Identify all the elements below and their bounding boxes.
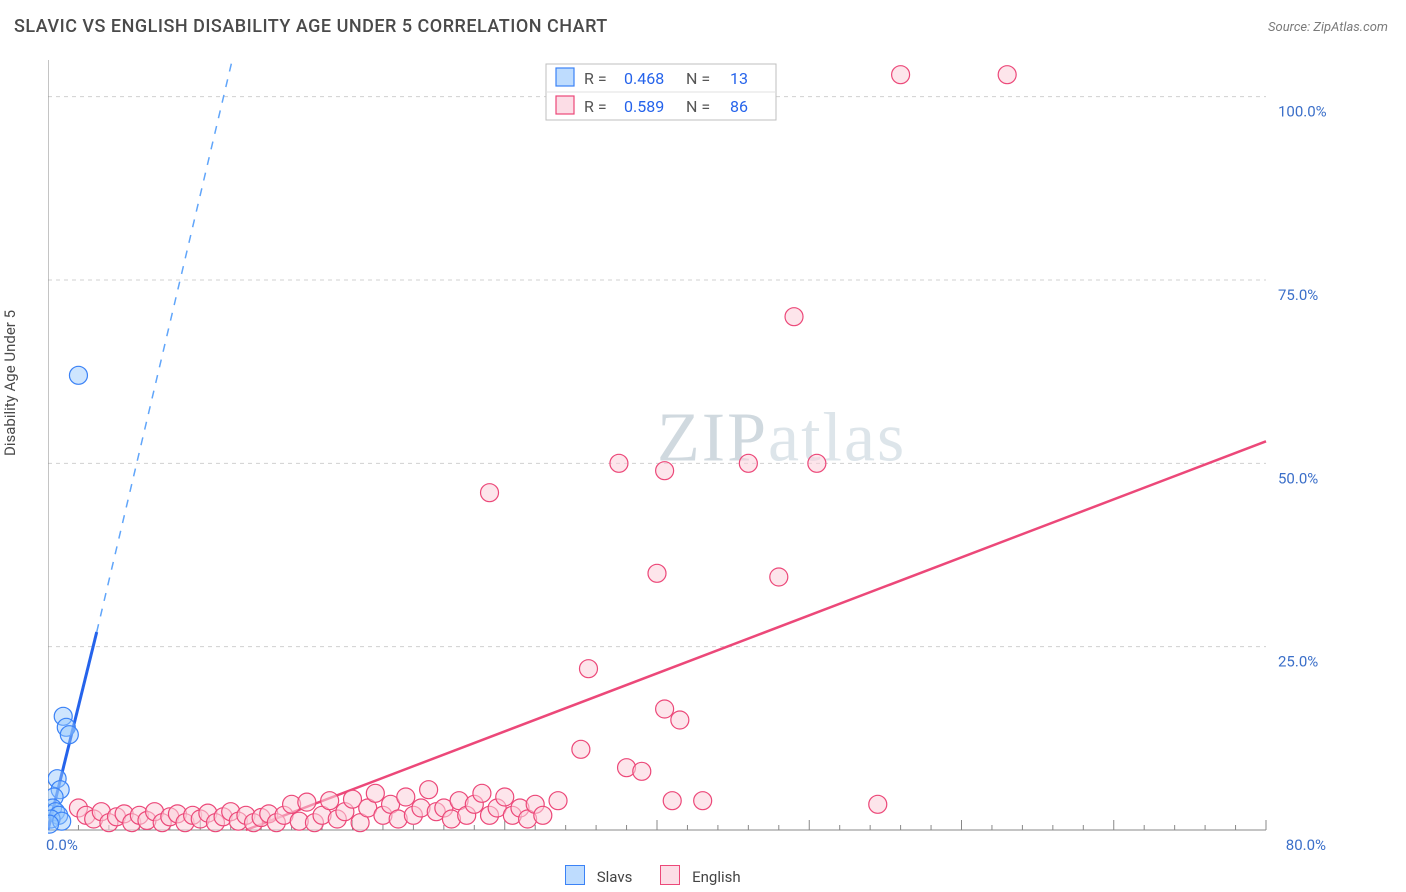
data-point bbox=[739, 454, 757, 472]
data-point bbox=[656, 700, 674, 718]
data-point bbox=[397, 788, 415, 806]
data-point bbox=[998, 66, 1016, 84]
legend-swatch-pink bbox=[660, 865, 680, 885]
data-point bbox=[648, 564, 666, 582]
y-axis-label: Disability Age Under 5 bbox=[1, 436, 19, 456]
data-point bbox=[298, 793, 316, 811]
data-point bbox=[572, 740, 590, 758]
svg-text:75.0%: 75.0% bbox=[1278, 286, 1318, 304]
legend-label: Slavs bbox=[597, 868, 633, 886]
stats-box: R = 0.468 N = 13 R = 0.589 N = 86 bbox=[546, 64, 776, 120]
data-point bbox=[496, 788, 514, 806]
data-point bbox=[366, 784, 384, 802]
data-point bbox=[869, 795, 887, 813]
data-point bbox=[321, 792, 339, 810]
legend-item-english: English bbox=[660, 865, 740, 886]
scatter-plot: ZIPatlas R = 0.468 N = 13 R = 0.589 N = 86 25.0… bbox=[48, 60, 1328, 838]
data-point bbox=[633, 762, 651, 780]
svg-text:13: 13 bbox=[730, 69, 748, 88]
data-point bbox=[656, 462, 674, 480]
svg-text:ZIPatlas: ZIPatlas bbox=[657, 399, 906, 476]
data-point bbox=[694, 792, 712, 810]
svg-text:N =: N = bbox=[686, 97, 710, 116]
data-point bbox=[892, 66, 910, 84]
legend-swatch-blue bbox=[565, 865, 585, 885]
legend: Slavs English bbox=[565, 865, 741, 886]
data-point bbox=[69, 366, 87, 384]
svg-text:86: 86 bbox=[730, 97, 748, 116]
data-point bbox=[60, 726, 78, 744]
source-label: Source: ZipAtlas.com bbox=[1268, 20, 1388, 35]
data-point bbox=[534, 806, 552, 824]
x-tick-label: 80.0% bbox=[1286, 836, 1326, 854]
y-tick-labels: 25.0% 50.0% 75.0% 100.0% bbox=[1278, 103, 1327, 671]
data-point bbox=[473, 784, 491, 802]
svg-text:100.0%: 100.0% bbox=[1278, 103, 1327, 121]
x-tick-label: 0.0% bbox=[46, 836, 78, 854]
legend-item-slavs: Slavs bbox=[565, 865, 632, 886]
svg-text:50.0%: 50.0% bbox=[1278, 469, 1318, 487]
data-point bbox=[671, 711, 689, 729]
svg-text:25.0%: 25.0% bbox=[1278, 653, 1318, 671]
data-point bbox=[770, 568, 788, 586]
data-point bbox=[420, 781, 438, 799]
svg-text:R =: R = bbox=[584, 69, 607, 88]
svg-text:0.468: 0.468 bbox=[624, 69, 664, 88]
data-point bbox=[785, 308, 803, 326]
data-point bbox=[549, 792, 567, 810]
svg-text:0.589: 0.589 bbox=[624, 97, 664, 116]
data-point bbox=[808, 454, 826, 472]
svg-text:N =: N = bbox=[686, 69, 710, 88]
legend-label: English bbox=[692, 868, 741, 886]
data-point bbox=[481, 484, 499, 502]
data-point bbox=[579, 660, 597, 678]
data-point bbox=[610, 454, 628, 472]
chart-title: SLAVIC VS ENGLISH DISABILITY AGE UNDER 5… bbox=[14, 16, 608, 37]
svg-text:R =: R = bbox=[584, 97, 607, 116]
data-point bbox=[663, 792, 681, 810]
watermark: ZIPatlas bbox=[657, 399, 906, 476]
